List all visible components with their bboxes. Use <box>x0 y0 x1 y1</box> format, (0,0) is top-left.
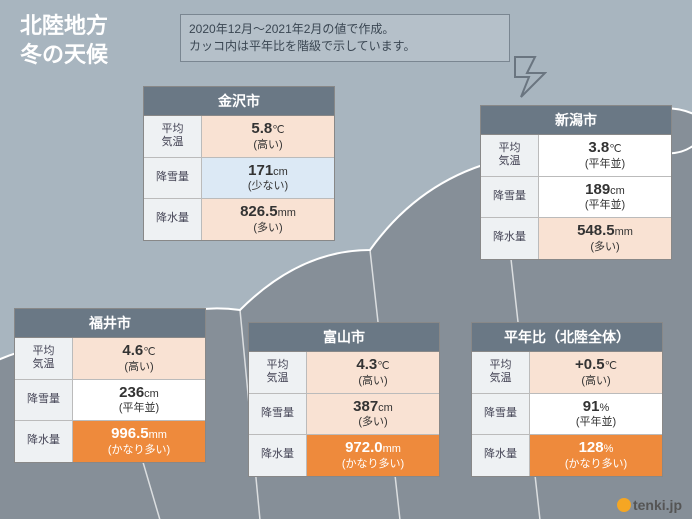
row-label: 降雪量 <box>144 158 202 199</box>
card-row-precip: 降水量996.5mm(かなり多い) <box>15 421 205 462</box>
row-label: 平均気温 <box>481 135 539 176</box>
row-value: 3.8℃(平年並) <box>539 135 671 176</box>
row-value: 972.0mm(かなり多い) <box>307 435 439 476</box>
page-title: 北陸地方 冬の天候 <box>20 12 108 69</box>
row-value: 128%(かなり多い) <box>530 435 662 476</box>
row-value: 236cm(平年並) <box>73 380 205 421</box>
card-row-precip: 降水量826.5mm(多い) <box>144 199 334 240</box>
row-value: 996.5mm(かなり多い) <box>73 421 205 462</box>
row-label: 降雪量 <box>249 394 307 435</box>
card-row-temp: 平均気温4.6℃(高い) <box>15 338 205 380</box>
row-value: 548.5mm(多い) <box>539 218 671 259</box>
card-row-snow: 降雪量236cm(平年並) <box>15 380 205 422</box>
card-row-snow: 降雪量387cm(多い) <box>249 394 439 436</box>
row-value: 171cm(少ない) <box>202 158 334 199</box>
card-row-temp: 平均気温3.8℃(平年並) <box>481 135 671 177</box>
row-label: 平均気温 <box>15 338 73 379</box>
row-label: 降水量 <box>249 435 307 476</box>
card-row-snow: 降雪量189cm(平年並) <box>481 177 671 219</box>
row-label: 平均気温 <box>144 116 202 157</box>
card-header: 福井市 <box>15 309 205 338</box>
row-value: 387cm(多い) <box>307 394 439 435</box>
note-line2: カッコ内は平年比を階級で示しています。 <box>189 38 501 55</box>
card-overall: 平年比（北陸全体）平均気温+0.5℃(高い)降雪量91%(平年並)降水量128%… <box>471 322 663 477</box>
card-row-precip: 降水量548.5mm(多い) <box>481 218 671 259</box>
row-label: 降水量 <box>481 218 539 259</box>
row-value: +0.5℃(高い) <box>530 352 662 393</box>
card-header: 富山市 <box>249 323 439 352</box>
row-value: 5.8℃(高い) <box>202 116 334 157</box>
card-row-snow: 降雪量171cm(少ない) <box>144 158 334 200</box>
card-row-temp: 平均気温4.3℃(高い) <box>249 352 439 394</box>
watermark: tenki.jp <box>617 497 682 513</box>
row-label: 平均気温 <box>472 352 530 393</box>
card-row-precip: 降水量128%(かなり多い) <box>472 435 662 476</box>
row-value: 826.5mm(多い) <box>202 199 334 240</box>
card-row-temp: 平均気温+0.5℃(高い) <box>472 352 662 394</box>
row-label: 平均気温 <box>249 352 307 393</box>
card-row-precip: 降水量972.0mm(かなり多い) <box>249 435 439 476</box>
divider-bolt-icon <box>513 55 547 109</box>
row-value: 91%(平年並) <box>530 394 662 435</box>
title-line2: 冬の天候 <box>20 41 108 70</box>
card-toyama: 富山市平均気温4.3℃(高い)降雪量387cm(多い)降水量972.0mm(かな… <box>248 322 440 477</box>
row-label: 降雪量 <box>472 394 530 435</box>
row-label: 降水量 <box>472 435 530 476</box>
row-label: 降雪量 <box>15 380 73 421</box>
note-box: 2020年12月～2021年2月の値で作成。 カッコ内は平年比を階級で示していま… <box>180 14 510 62</box>
row-value: 4.3℃(高い) <box>307 352 439 393</box>
card-row-snow: 降雪量91%(平年並) <box>472 394 662 436</box>
note-line1: 2020年12月～2021年2月の値で作成。 <box>189 21 501 38</box>
card-header: 新潟市 <box>481 106 671 135</box>
watermark-text: tenki.jp <box>633 497 682 513</box>
row-value: 4.6℃(高い) <box>73 338 205 379</box>
row-label: 降水量 <box>144 199 202 240</box>
title-line1: 北陸地方 <box>20 12 108 41</box>
card-header: 平年比（北陸全体） <box>472 323 662 352</box>
card-row-temp: 平均気温5.8℃(高い) <box>144 116 334 158</box>
row-value: 189cm(平年並) <box>539 177 671 218</box>
card-kanazawa: 金沢市平均気温5.8℃(高い)降雪量171cm(少ない)降水量826.5mm(多… <box>143 86 335 241</box>
card-header: 金沢市 <box>144 87 334 116</box>
card-niigata: 新潟市平均気温3.8℃(平年並)降雪量189cm(平年並)降水量548.5mm(… <box>480 105 672 260</box>
card-fukui: 福井市平均気温4.6℃(高い)降雪量236cm(平年並)降水量996.5mm(か… <box>14 308 206 463</box>
row-label: 降雪量 <box>481 177 539 218</box>
sun-icon <box>617 498 631 512</box>
row-label: 降水量 <box>15 421 73 462</box>
